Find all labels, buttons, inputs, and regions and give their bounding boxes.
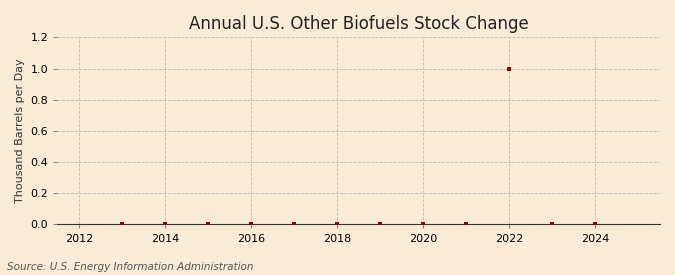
Title: Annual U.S. Other Biofuels Stock Change: Annual U.S. Other Biofuels Stock Change (189, 15, 529, 33)
Text: Source: U.S. Energy Information Administration: Source: U.S. Energy Information Administ… (7, 262, 253, 272)
Y-axis label: Thousand Barrels per Day: Thousand Barrels per Day (15, 59, 25, 203)
